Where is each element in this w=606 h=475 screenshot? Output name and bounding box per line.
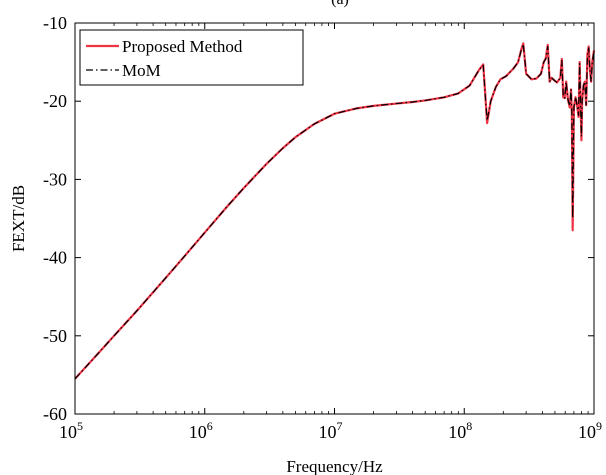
x-tick-label: 106 bbox=[189, 419, 213, 442]
y-tick-label: -40 bbox=[43, 248, 67, 268]
series-line-0 bbox=[74, 42, 596, 380]
x-tick-label: 109 bbox=[578, 419, 602, 442]
y-tick-label: -50 bbox=[43, 326, 67, 346]
x-tick-label: 108 bbox=[448, 419, 472, 442]
series-line-1 bbox=[74, 43, 595, 380]
x-tick-label: 105 bbox=[59, 419, 83, 442]
legend: Proposed Method MoM bbox=[79, 29, 304, 86]
x-axis-title: Frequency/Hz bbox=[286, 457, 383, 475]
series-layer bbox=[74, 42, 596, 380]
y-tick-label: -20 bbox=[43, 91, 67, 111]
ticks-layer: 105 106 107 108 109 -60 -50 -40 -30 -20 -10 bbox=[43, 13, 602, 442]
panel-label: (a) bbox=[331, 0, 349, 8]
y-tick-label: -10 bbox=[43, 13, 67, 33]
legend-label-mom: MoM bbox=[122, 61, 161, 80]
y-tick-label: -30 bbox=[43, 169, 67, 189]
legend-box bbox=[79, 29, 304, 86]
legend-label-proposed-method: Proposed Method bbox=[122, 37, 243, 56]
y-tick-label: -60 bbox=[43, 404, 67, 424]
x-tick-label: 107 bbox=[319, 419, 343, 442]
y-axis-title: FEXT/dB bbox=[9, 185, 28, 252]
